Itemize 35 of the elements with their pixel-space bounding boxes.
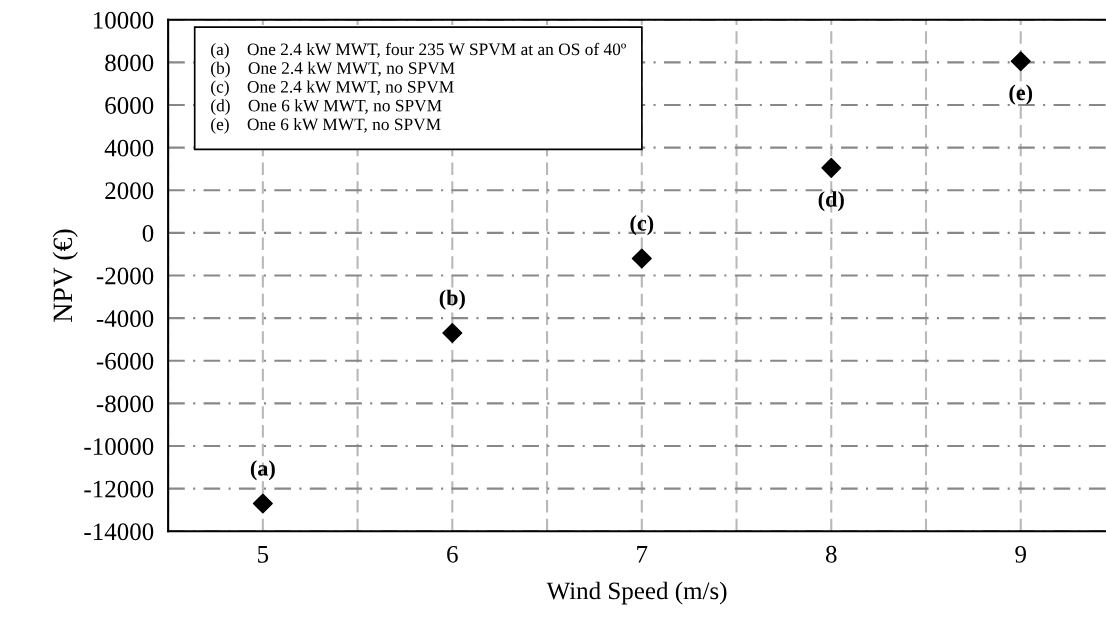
x-tick-label: 5 [258, 546, 269, 563]
y-tick-label: 2000 [105, 182, 154, 200]
annotation: (a) [250, 460, 275, 481]
x-tick-label: 7 [637, 546, 648, 563]
point [442, 323, 463, 344]
annotation: (d) One 6 kW MWT, no SPVM [211, 99, 442, 115]
x-tick-label: 9 [1015, 545, 1026, 563]
y-tick-label: -14000 [84, 523, 154, 541]
annotation: (a) One 2.4 kW MWT, four 235 W SPVM at an OS of 40º [211, 42, 626, 59]
y-tick-label: 8000 [105, 54, 154, 72]
x-tick-label: 6 [447, 545, 458, 563]
annotation: (c) One 2.4 kW MWT, no SPVM [211, 80, 454, 97]
point [821, 157, 842, 178]
y-tick-label: 6000 [105, 97, 154, 114]
annotation: (d) [818, 191, 844, 212]
y-tick-label: -8000 [96, 395, 154, 413]
y-axis-title: NPV (€) [52, 229, 78, 322]
y-tick-label: -4000 [96, 310, 154, 328]
y-tick-label: 4000 [104, 139, 154, 157]
point [631, 248, 652, 269]
annotation: (b) One 2.4 kW MWT, no SPVM [211, 61, 455, 78]
annotation: (e) [1009, 84, 1033, 105]
x-axis-title: Wind Speed (m/s) [546, 581, 727, 605]
annotation: (e) One 6 kW MWT, no SPVM [211, 117, 441, 134]
annotation: (b) [439, 289, 465, 310]
point [252, 493, 273, 514]
y-tick-label: -12000 [84, 480, 154, 498]
y-tick-label: -2000 [96, 267, 154, 285]
x-tick-label: 8 [825, 545, 837, 563]
y-tick-label: -6000 [96, 352, 154, 370]
y-tick-label: -10000 [84, 438, 154, 455]
y-tick-label: 10000 [93, 11, 154, 29]
y-tick-label: 0 [142, 224, 154, 242]
annotation: (c) [630, 215, 654, 236]
point [1010, 51, 1031, 72]
